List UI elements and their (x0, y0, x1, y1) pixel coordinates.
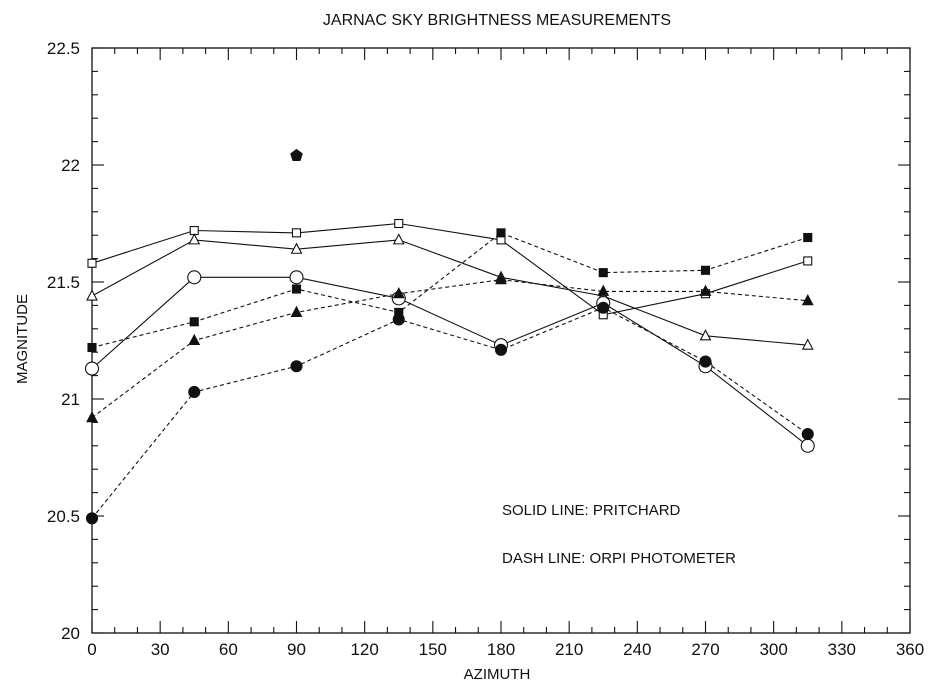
data-point-open-square (394, 218, 404, 229)
x-tick-label: 30 (151, 640, 170, 659)
data-point-filled-triangle (801, 294, 814, 306)
data-point-filled-square (598, 268, 608, 278)
data-point-filled-circle (597, 301, 610, 314)
x-axis-title: AZIMUTH (464, 666, 531, 683)
data-point-open-triangle (699, 329, 712, 341)
x-tick-label: 0 (87, 640, 96, 659)
data-point-filled-square (803, 232, 813, 243)
series-line-filled-square (91, 232, 808, 349)
annotation-solid-line: SOLID LINE: PRITCHARD (502, 502, 681, 519)
x-tick-label: 210 (555, 640, 583, 659)
data-point-filled-square (496, 228, 506, 238)
data-point-open-circle (84, 361, 100, 376)
series-line-open-triangle (91, 239, 808, 346)
data-point-filled-circle (392, 313, 405, 326)
x-tick-label: 360 (896, 640, 924, 659)
data-point-filled-triangle (392, 287, 405, 299)
data-point-open-triangle (188, 233, 201, 245)
y-tick-labels: 20 20.5 21 21.5 22 22.5 (47, 39, 80, 643)
x-tick-label: 240 (623, 640, 651, 659)
series-line-filled-circle (91, 307, 809, 519)
data-point-filled-square (291, 284, 302, 294)
y-tick-label: 21 (61, 390, 80, 409)
data-point-filled-triangle (597, 284, 610, 296)
data-point-filled-circle (699, 355, 712, 368)
x-tick-label: 60 (219, 640, 238, 659)
data-point-open-triangle (801, 338, 814, 350)
series-line-open-square (91, 222, 808, 316)
y-tick-label: 22.5 (47, 39, 80, 58)
data-point-filled-square (87, 342, 97, 353)
x-tick-labels: 0 30 60 90 120 150 180 210 240 270 300 330 360 (87, 640, 924, 659)
data-point-open-triangle (290, 242, 303, 254)
y-tick-label: 20.5 (47, 507, 80, 526)
data-point-open-square (87, 258, 97, 268)
x-tick-label: 90 (287, 640, 306, 659)
x-tick-label: 270 (691, 640, 719, 659)
data-point-open-square (291, 228, 302, 238)
data-point-filled-circle (85, 512, 99, 525)
y-tick-label: 20 (61, 624, 80, 643)
y-tick-label: 21.5 (47, 273, 80, 292)
x-tick-label: 150 (419, 640, 447, 659)
data-point-open-circle (187, 270, 202, 285)
data-point-filled-triangle (495, 272, 507, 285)
y-axis-title: MAGNITUDE (14, 294, 31, 384)
data-point-open-triangle (392, 233, 405, 245)
data-point-filled-circle (290, 360, 303, 373)
data-point-filled-pentagon (290, 148, 303, 162)
series-markers (84, 148, 815, 525)
data-point-filled-triangle (290, 305, 303, 317)
series-line-open-circle (91, 276, 809, 447)
data-point-filled-triangle (188, 333, 201, 346)
data-point-filled-triangle (699, 284, 712, 296)
series-lines (91, 222, 809, 519)
data-point-filled-square (700, 265, 711, 275)
x-tick-label: 180 (487, 640, 515, 659)
data-point-filled-circle (188, 385, 201, 399)
data-point-filled-square (189, 317, 199, 327)
annotation-dash-line: DASH LINE: ORPI PHOTOMETER (502, 550, 736, 567)
data-point-filled-circle (494, 343, 508, 356)
data-point-open-circle (289, 270, 304, 285)
tick-marks-group (91, 47, 911, 634)
data-point-open-circle (800, 438, 815, 453)
x-tick-label: 330 (828, 640, 856, 659)
x-tick-label: 120 (350, 640, 378, 659)
x-tick-label: 300 (759, 640, 787, 659)
series-line-filled-triangle (91, 279, 808, 419)
chart-title: JARNAC SKY BRIGHTNESS MEASUREMENTS (323, 12, 671, 29)
y-tick-label: 22 (61, 156, 80, 175)
data-point-open-triangle (86, 289, 98, 301)
data-point-filled-triangle (86, 411, 98, 423)
data-point-filled-circle (801, 428, 814, 441)
data-point-open-square (803, 256, 813, 266)
